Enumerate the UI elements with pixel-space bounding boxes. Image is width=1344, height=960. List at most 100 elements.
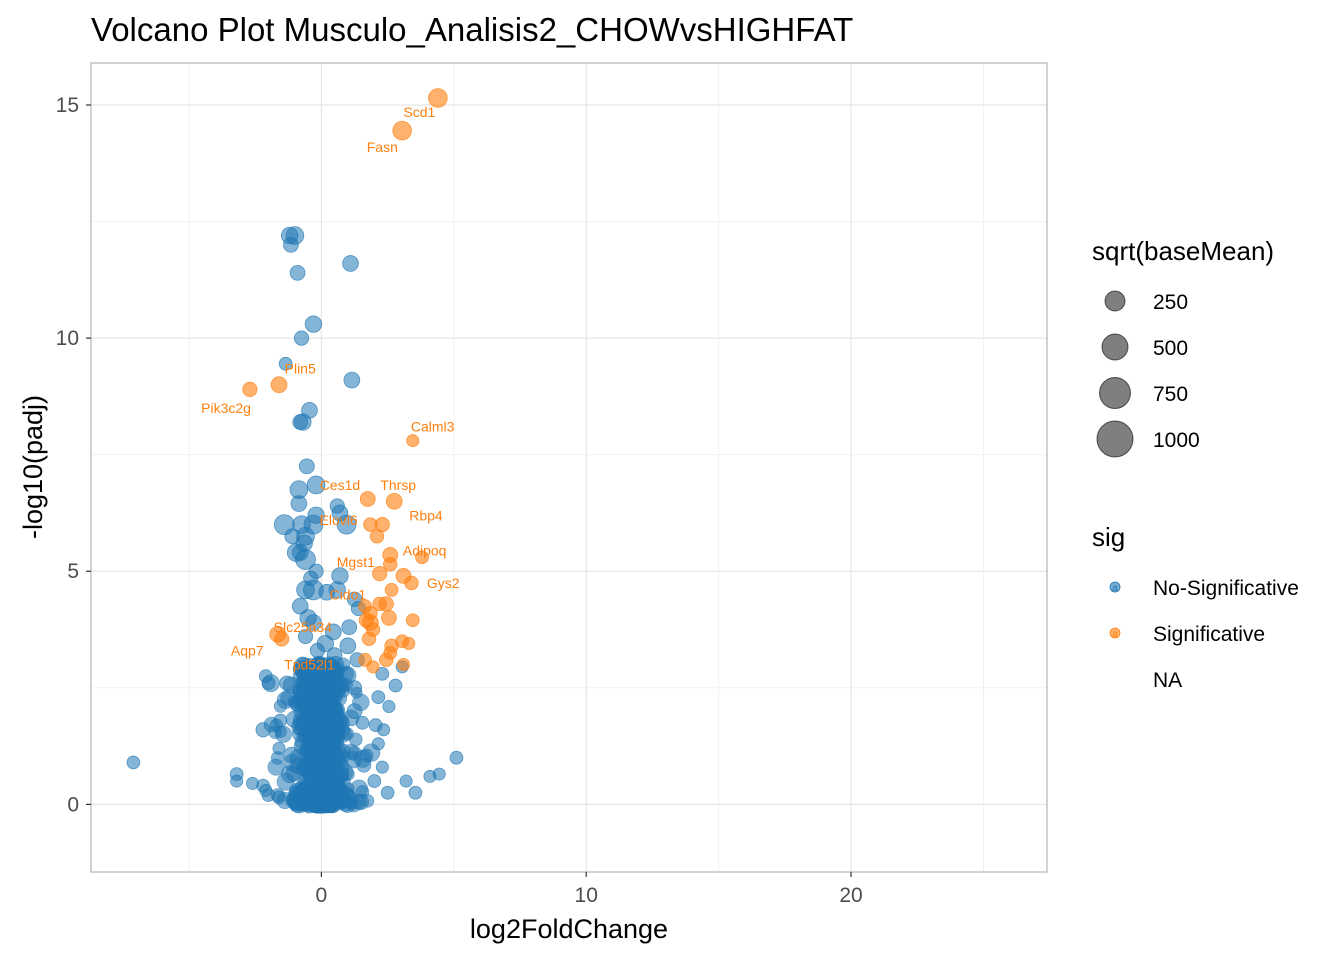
- y-axis-ticks: 0 5 10 15: [56, 94, 91, 816]
- nonsig-point: [359, 748, 374, 763]
- sig-points: [242, 88, 448, 674]
- nonsig-points: [126, 226, 464, 805]
- legend-size-label: 1000: [1153, 429, 1200, 452]
- nonsig-point: [292, 414, 309, 430]
- cloud-point: [267, 758, 285, 776]
- nonsig-point: [326, 647, 343, 664]
- chart-title: Volcano Plot Musculo_Analisis2_CHOWvsHIG…: [91, 11, 853, 48]
- legend-color-title: sig: [1092, 522, 1125, 552]
- nonsig-point: [382, 699, 396, 713]
- nonsig-point: [342, 255, 359, 272]
- nonsig-point: [272, 790, 286, 805]
- nonsig-point: [305, 614, 322, 631]
- grid-minor: [91, 63, 1047, 872]
- nonsig-point: [346, 703, 363, 720]
- nonsig-point: [341, 619, 358, 636]
- nonsig-point: [293, 330, 310, 346]
- legend-size-key: [1099, 377, 1131, 409]
- y-tick-label: 0: [67, 793, 79, 816]
- sig-point: [384, 583, 399, 597]
- nonsig-point: [269, 718, 283, 732]
- gene-label: Cido1: [330, 587, 367, 603]
- legend-size-title: sqrt(baseMean): [1092, 236, 1274, 266]
- gene-label: Gys2: [427, 575, 460, 591]
- nonsig-point: [449, 750, 464, 765]
- gene-label: Plin5: [285, 360, 316, 376]
- sig-point: [404, 575, 419, 591]
- nonsig-point: [371, 737, 385, 751]
- nonsig-point: [343, 371, 361, 389]
- gene-label: Mgst1: [337, 554, 375, 570]
- sig-point: [392, 120, 412, 141]
- cloud-point: [289, 758, 306, 775]
- nonsig-point: [261, 676, 276, 691]
- gene-label: Elovl6: [320, 512, 358, 528]
- nonsig-point: [304, 315, 323, 333]
- gene-label: Aqp7: [231, 643, 264, 659]
- legend-color-key-glyph: a: [1112, 583, 1118, 594]
- nonsig-point: [375, 760, 389, 774]
- panel-border: [90, 62, 1048, 873]
- nonsig-point: [371, 690, 386, 705]
- nonsig-point: [283, 236, 299, 253]
- sig-point: [402, 637, 416, 651]
- gene-label: Scd1: [403, 104, 435, 120]
- nonsig-point: [355, 715, 370, 730]
- cloud-point: [303, 740, 319, 757]
- nonsig-point: [297, 628, 314, 645]
- legend-color-entries: a No-Significative a Significative NA: [1109, 577, 1299, 692]
- legend-size-key: [1104, 290, 1126, 312]
- nonsig-point: [290, 495, 308, 512]
- nonsig-point: [259, 783, 273, 797]
- sig-point: [361, 631, 377, 647]
- legend-size-label: 750: [1153, 383, 1188, 406]
- sig-point: [359, 491, 376, 507]
- gene-label: Tpd52l1: [284, 657, 335, 673]
- nonsig-point: [380, 785, 395, 800]
- gene-label: Ces1d: [320, 477, 360, 493]
- plot-panel: Scd1 Fasn Plin5 Pik3c2g Calml3 Ces1d Thrsp Rbp4…: [90, 62, 1048, 873]
- nonsig-point: [309, 642, 326, 659]
- gene-label: Slc25a34: [274, 619, 333, 635]
- x-tick-label: 20: [839, 884, 862, 907]
- nonsig-point: [432, 767, 446, 781]
- legend-size-key: [1101, 333, 1129, 361]
- sig-point: [242, 381, 258, 397]
- y-tick-label: 15: [56, 94, 79, 117]
- sig-point: [358, 599, 372, 614]
- gene-label: Calml3: [411, 419, 455, 435]
- gene-label: Rbp4: [409, 507, 443, 523]
- nonsig-point: [306, 475, 326, 495]
- gene-label: Thrsp: [380, 477, 416, 493]
- sig-point: [366, 660, 380, 674]
- sig-point: [270, 376, 288, 394]
- sig-point: [385, 492, 403, 510]
- legend-size-entries: 250 500 750 1000: [1096, 290, 1200, 458]
- cloud-point: [327, 694, 340, 707]
- nonsig-point: [367, 774, 382, 788]
- x-tick-label: 10: [575, 884, 598, 907]
- cloud-point: [306, 702, 323, 719]
- sig-point: [379, 652, 394, 668]
- legend-color-key: [1109, 627, 1121, 639]
- gene-label: Pik3c2g: [201, 400, 251, 416]
- nonsig-point: [336, 514, 357, 535]
- nonsig-point: [298, 458, 315, 475]
- sig-point: [369, 529, 385, 544]
- cloud-point: [314, 721, 333, 739]
- legend: sqrt(baseMean) 250 500 750 1000 sig a No-Sig…: [1092, 236, 1299, 692]
- nonsig-point: [279, 675, 295, 691]
- legend-size-key: [1096, 420, 1134, 458]
- sig-point: [372, 565, 388, 582]
- y-axis-label: -log10(padj): [18, 395, 48, 539]
- nonsig-point: [346, 680, 363, 696]
- gene-label: Fasn: [367, 139, 398, 155]
- x-axis-ticks: 0 10 20: [316, 872, 863, 907]
- nonsig-point: [291, 544, 309, 561]
- legend-size-label: 250: [1153, 291, 1188, 314]
- nonsig-point: [272, 741, 286, 755]
- sig-point: [381, 609, 397, 626]
- nonsig-point: [399, 774, 413, 788]
- legend-size-label: 500: [1153, 337, 1188, 360]
